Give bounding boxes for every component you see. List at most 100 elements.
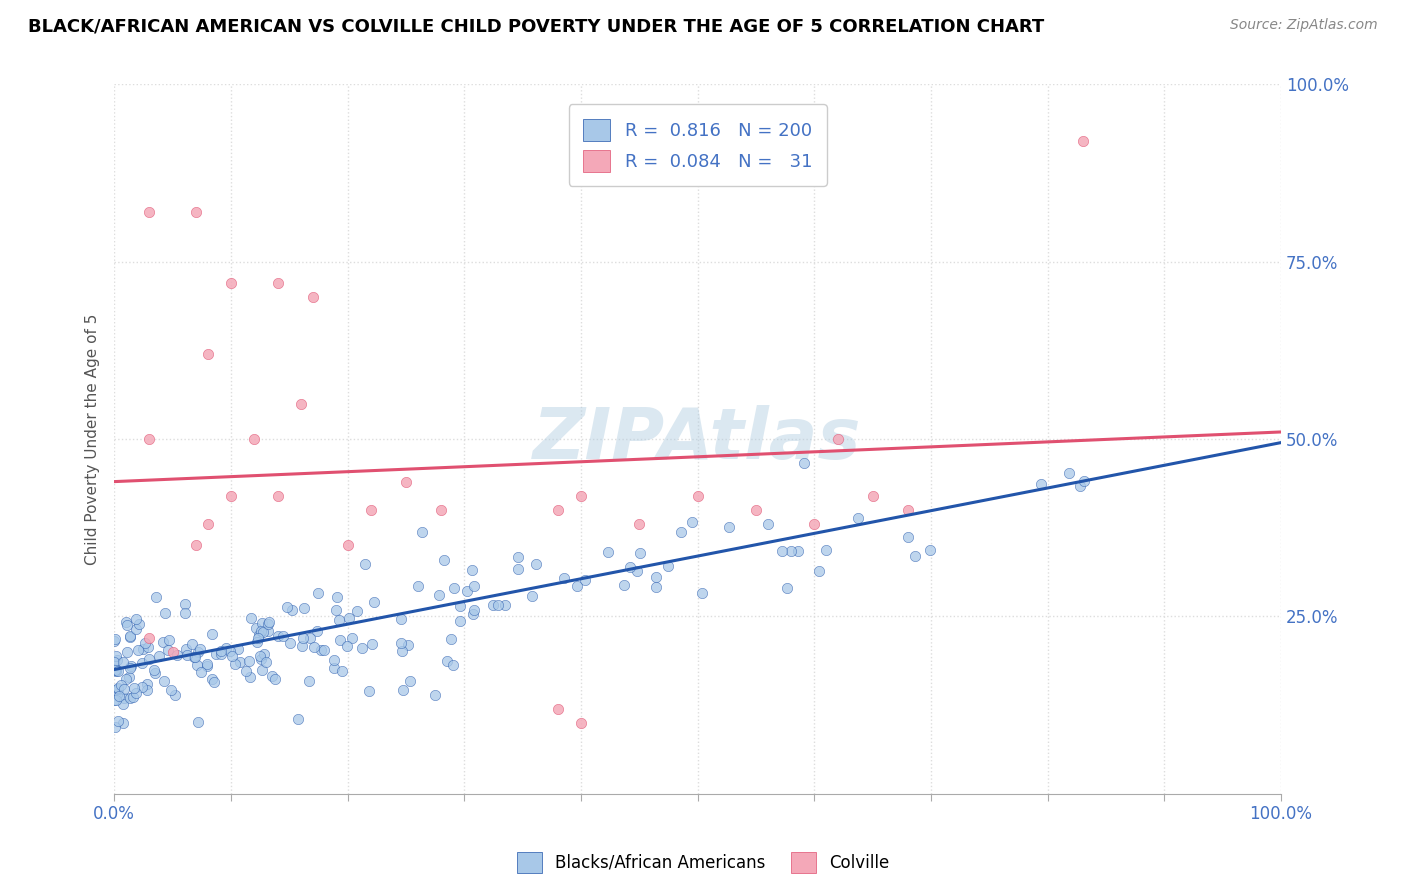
Point [569, 715, 592, 730]
Point [330, 665, 353, 679]
Point [127, 643, 149, 657]
Point [246, 631, 269, 645]
Point [337, 610, 360, 624]
Point [287, 713, 309, 727]
Point [253, 647, 276, 661]
Point [202, 674, 225, 689]
Point [215, 641, 238, 656]
Point [920, 543, 942, 558]
Text: BLACK/AFRICAN AMERICAN VS COLVILLE CHILD POVERTY UNDER THE AGE OF 5 CORRELATION : BLACK/AFRICAN AMERICAN VS COLVILLE CHILD… [28, 18, 1045, 36]
Point [443, 657, 465, 672]
Point [290, 396, 312, 410]
Point [135, 677, 157, 691]
Point [1071, 134, 1094, 148]
Point [201, 627, 224, 641]
Point [108, 689, 131, 703]
Point [246, 635, 269, 649]
Point [506, 549, 529, 564]
Point [780, 544, 803, 558]
Point [188, 641, 211, 656]
Point [440, 632, 463, 646]
Point [112, 697, 135, 711]
Legend: R =  0.816   N = 200, R =  0.084   N =   31: R = 0.816 N = 200, R = 0.084 N = 31 [568, 104, 827, 186]
Point [427, 588, 450, 602]
Point [322, 661, 344, 675]
Point [138, 631, 160, 645]
Point [314, 643, 336, 657]
Point [250, 624, 273, 639]
Point [239, 611, 262, 625]
Point [336, 639, 359, 653]
Point [152, 635, 174, 649]
Point [398, 673, 420, 688]
Point [163, 688, 186, 702]
Point [508, 562, 530, 576]
Point [406, 579, 429, 593]
Point [104, 692, 127, 706]
Point [153, 674, 176, 689]
Point [681, 515, 703, 529]
Point [197, 657, 219, 671]
Point [411, 524, 433, 539]
Point [389, 636, 412, 650]
Point [132, 642, 155, 657]
Point [793, 456, 815, 470]
Point [486, 598, 509, 612]
Point [249, 648, 271, 663]
Point [131, 657, 153, 671]
Point [256, 655, 278, 669]
Point [200, 672, 222, 686]
Point [219, 276, 242, 290]
Point [174, 641, 197, 656]
Point [360, 503, 382, 517]
Point [267, 629, 290, 643]
Point [157, 643, 180, 657]
Point [686, 489, 709, 503]
Point [184, 205, 207, 219]
Point [148, 648, 170, 663]
Point [131, 680, 153, 694]
Point [145, 591, 167, 605]
Point [494, 599, 516, 613]
Point [357, 684, 380, 698]
Point [770, 544, 793, 558]
Point [160, 683, 183, 698]
Point [128, 617, 150, 632]
Point [645, 570, 668, 584]
Point [626, 564, 648, 578]
Point [463, 603, 485, 617]
Point [181, 637, 204, 651]
Point [690, 585, 713, 599]
Point [190, 665, 212, 680]
Point [846, 511, 869, 525]
Point [266, 489, 288, 503]
Point [1069, 479, 1091, 493]
Point [105, 665, 128, 679]
Point [252, 625, 274, 640]
Point [342, 631, 364, 645]
Point [350, 641, 373, 656]
Point [263, 672, 285, 686]
Point [124, 623, 146, 637]
Point [121, 690, 143, 705]
Point [176, 648, 198, 663]
Point [250, 615, 273, 630]
Point [104, 632, 127, 646]
Point [298, 673, 321, 688]
Point [1029, 477, 1052, 491]
Point [522, 590, 544, 604]
Point [107, 714, 129, 729]
Point [745, 503, 768, 517]
Point [104, 649, 127, 664]
Point [205, 647, 228, 661]
Point [257, 615, 280, 629]
Point [547, 701, 569, 715]
Text: Source: ZipAtlas.com: Source: ZipAtlas.com [1230, 18, 1378, 32]
Point [278, 636, 301, 650]
Point [276, 600, 298, 615]
Point [183, 649, 205, 664]
Point [717, 519, 740, 533]
Point [125, 686, 148, 700]
Point [107, 665, 129, 679]
Point [143, 663, 166, 677]
